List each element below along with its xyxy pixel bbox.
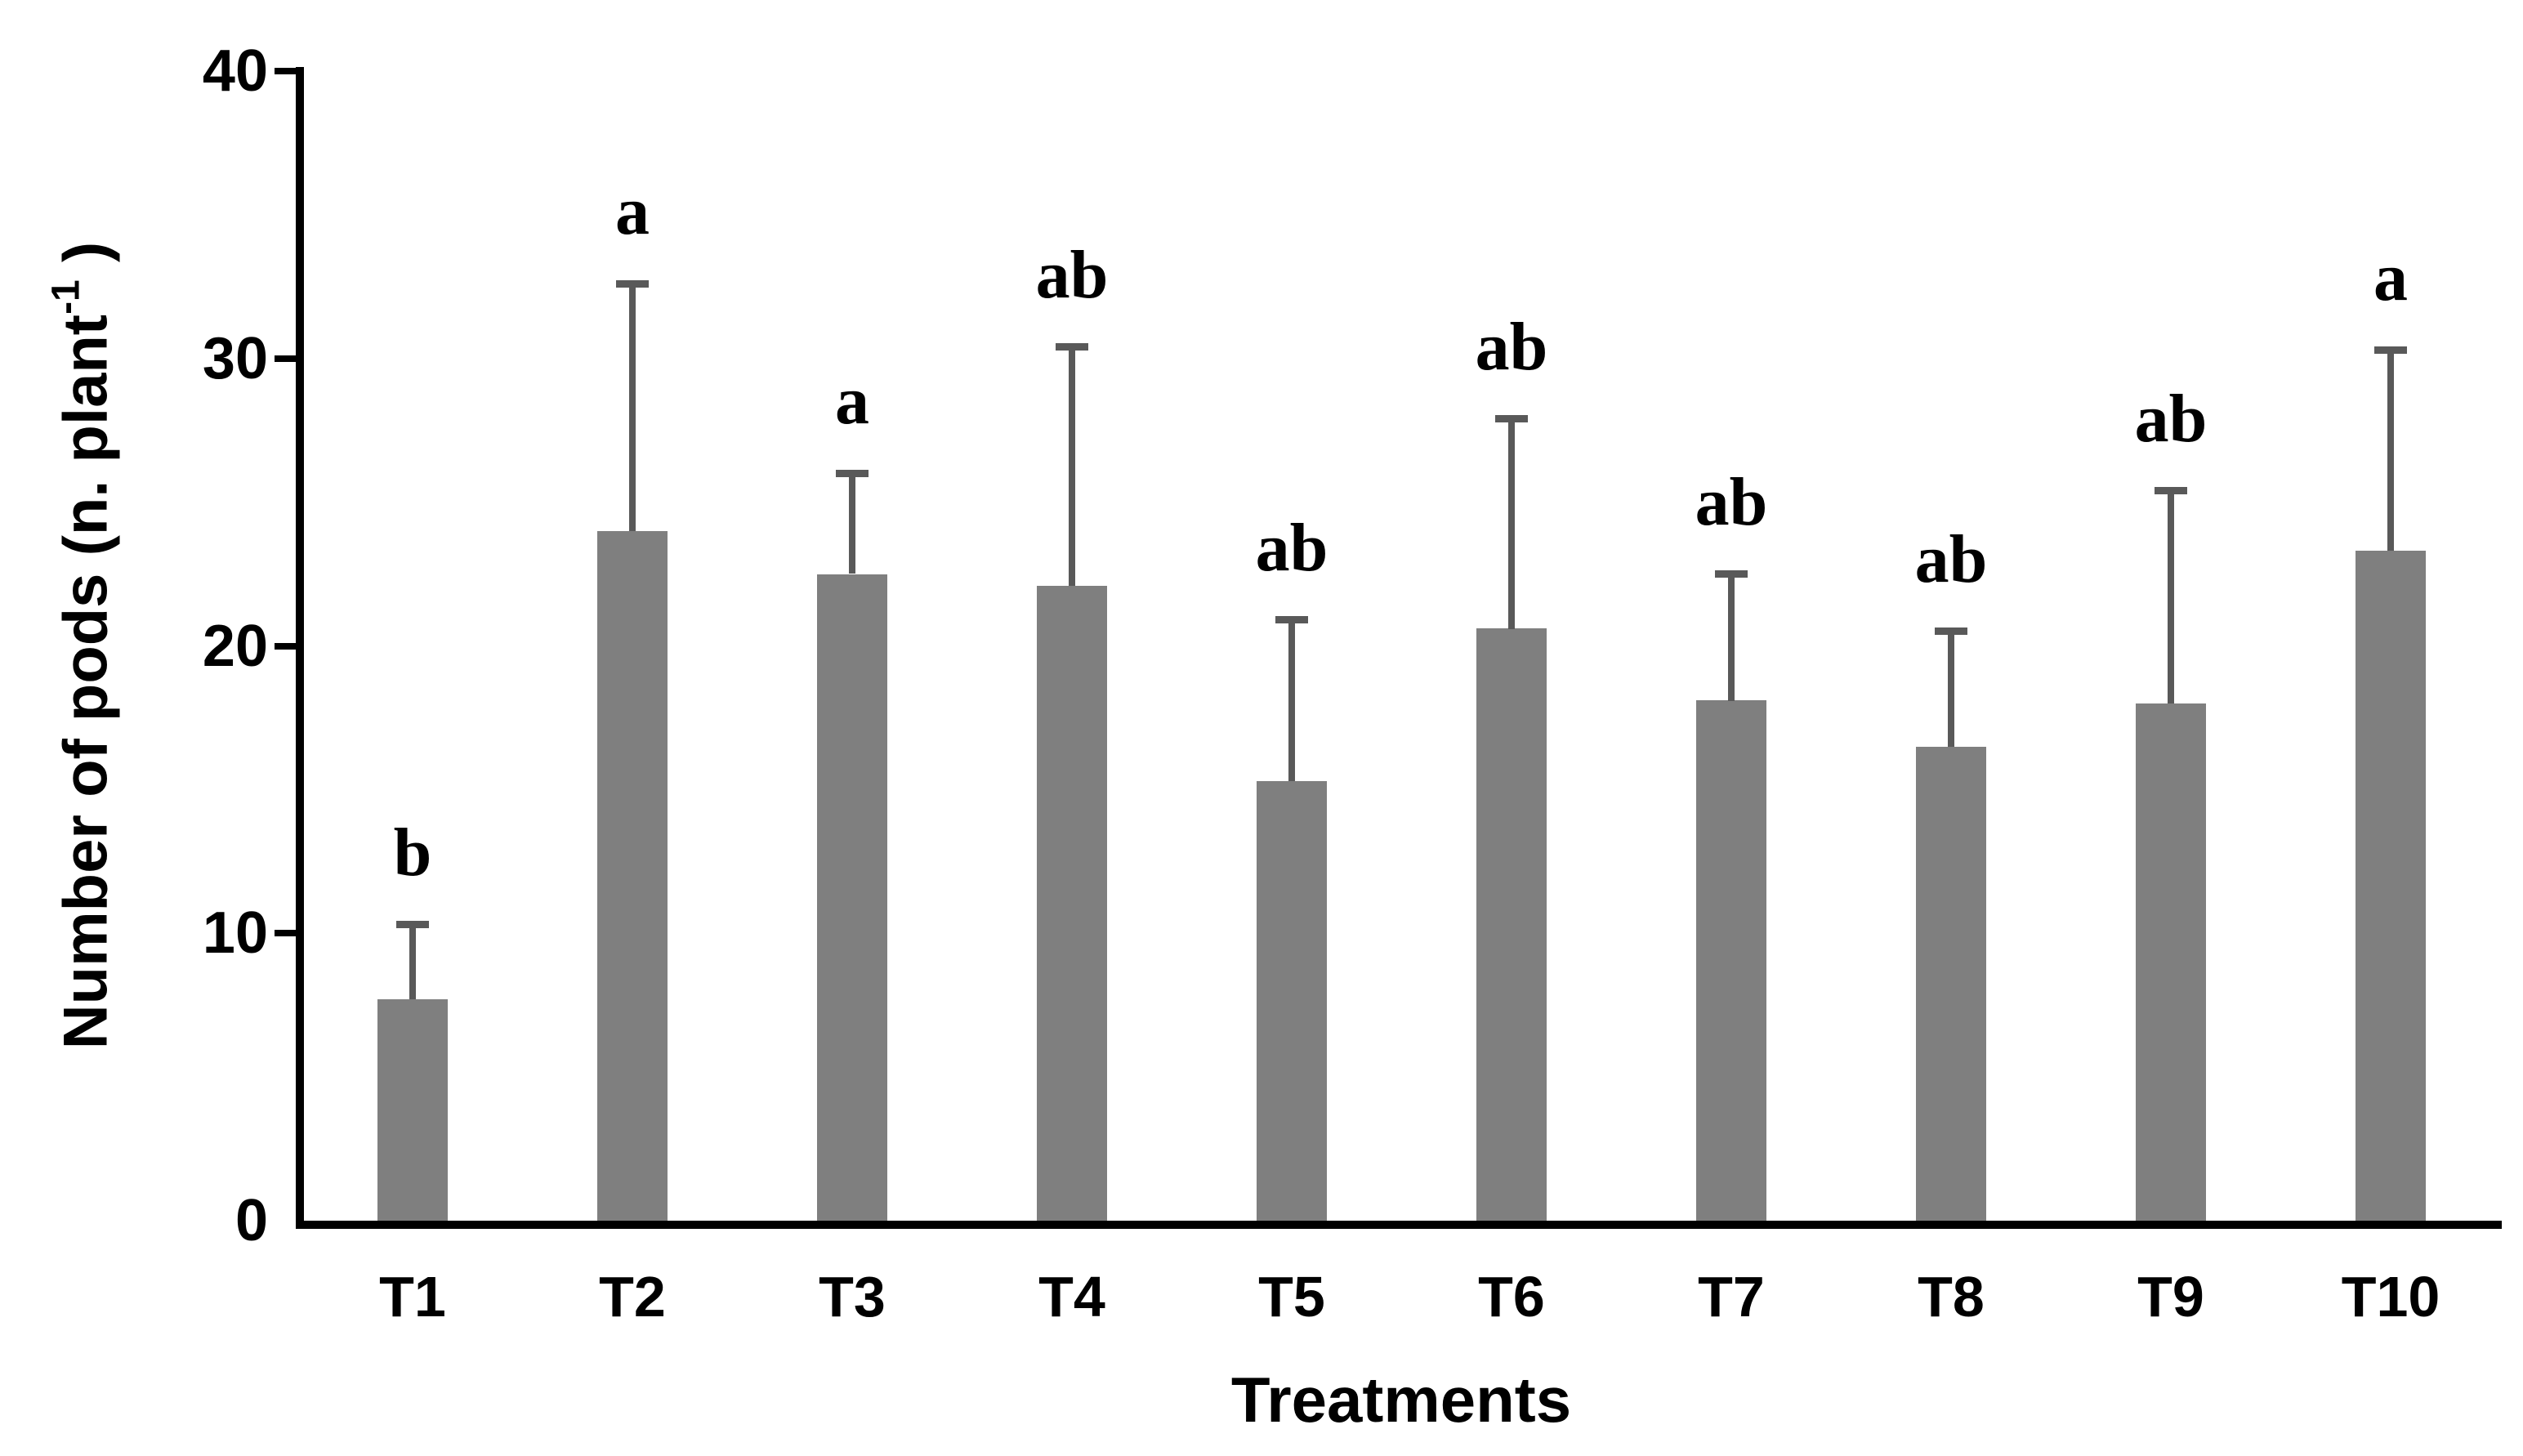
bar-T2 [597,531,668,1221]
significance-letter-T1: b [393,815,432,891]
significance-letter-T7: ab [1695,464,1768,540]
bar-T9 [2136,703,2206,1221]
bar-T5 [1257,781,1327,1221]
error-bar-stem-T3 [849,473,855,574]
error-bar-cap-T2 [616,280,649,288]
y-tick-label-0: 0 [234,1188,268,1253]
y-tick-mark-10 [275,930,302,936]
error-bar-stem-T10 [2387,350,2394,551]
error-bar-stem-T8 [1948,632,1954,747]
x-category-label-T6: T6 [1478,1265,1545,1329]
x-category-label-T7: T7 [1698,1265,1765,1329]
error-bar-cap-T3 [836,470,869,477]
error-bar-stem-T2 [629,284,636,531]
error-bar-cap-T5 [1275,616,1308,623]
significance-letter-T10: a [2373,239,2408,315]
y-axis-title-superscript: -1 [44,279,88,315]
error-bar-stem-T7 [1728,574,1735,701]
x-category-label-T3: T3 [819,1265,886,1329]
bar-T3 [817,574,887,1221]
error-bar-cap-T10 [2374,346,2407,354]
bar-T7 [1696,700,1766,1221]
y-tick-label-10: 10 [202,900,268,966]
y-tick-label-30: 30 [202,326,268,391]
y-tick-mark-20 [275,643,302,650]
x-category-label-T10: T10 [2341,1265,2440,1329]
error-bar-stem-T9 [2168,491,2174,703]
error-bar-cap-T1 [396,921,429,928]
significance-letter-T2: a [615,173,650,249]
x-axis-line [296,1221,2502,1229]
error-bar-stem-T1 [409,925,416,999]
y-tick-label-40: 40 [202,38,268,104]
error-bar-cap-T6 [1495,415,1528,422]
x-category-label-T2: T2 [599,1265,666,1329]
significance-letter-T4: ab [1035,237,1109,313]
y-tick-mark-40 [275,68,302,74]
significance-letter-T5: ab [1255,510,1328,586]
error-bar-stem-T4 [1069,347,1075,586]
error-bar-cap-T7 [1715,570,1748,578]
error-bar-cap-T4 [1056,343,1088,351]
bar-T8 [1916,747,1986,1221]
bar-T6 [1476,628,1547,1221]
significance-letter-T9: ab [2134,381,2208,457]
y-tick-mark-30 [275,355,302,362]
significance-letter-T6: ab [1475,309,1548,385]
error-bar-cap-T9 [2155,487,2187,494]
error-bar-stem-T5 [1288,620,1295,781]
x-axis-title: Treatments [1230,1364,1572,1436]
x-category-label-T8: T8 [1918,1265,1985,1329]
significance-letter-T3: a [835,363,869,439]
bar-T4 [1037,586,1107,1221]
bar-T1 [377,999,448,1221]
x-category-label-T5: T5 [1258,1265,1325,1329]
significance-letter-T8: ab [1914,521,1988,597]
x-category-label-T1: T1 [379,1265,446,1329]
error-bar-stem-T6 [1508,419,1515,629]
y-axis-title-close: ) [51,241,121,280]
bar-T10 [2356,551,2426,1221]
y-tick-label-20: 20 [202,614,268,679]
x-category-label-T9: T9 [2137,1265,2204,1329]
error-bar-cap-T8 [1935,628,1967,635]
x-category-label-T4: T4 [1038,1265,1105,1329]
